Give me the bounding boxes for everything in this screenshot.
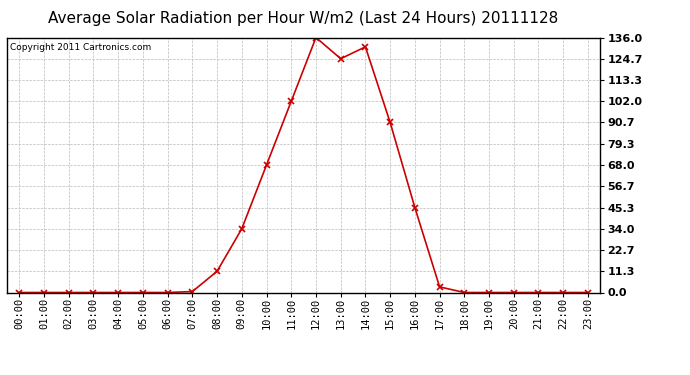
Text: Copyright 2011 Cartronics.com: Copyright 2011 Cartronics.com xyxy=(10,43,151,52)
Text: Average Solar Radiation per Hour W/m2 (Last 24 Hours) 20111128: Average Solar Radiation per Hour W/m2 (L… xyxy=(48,11,559,26)
